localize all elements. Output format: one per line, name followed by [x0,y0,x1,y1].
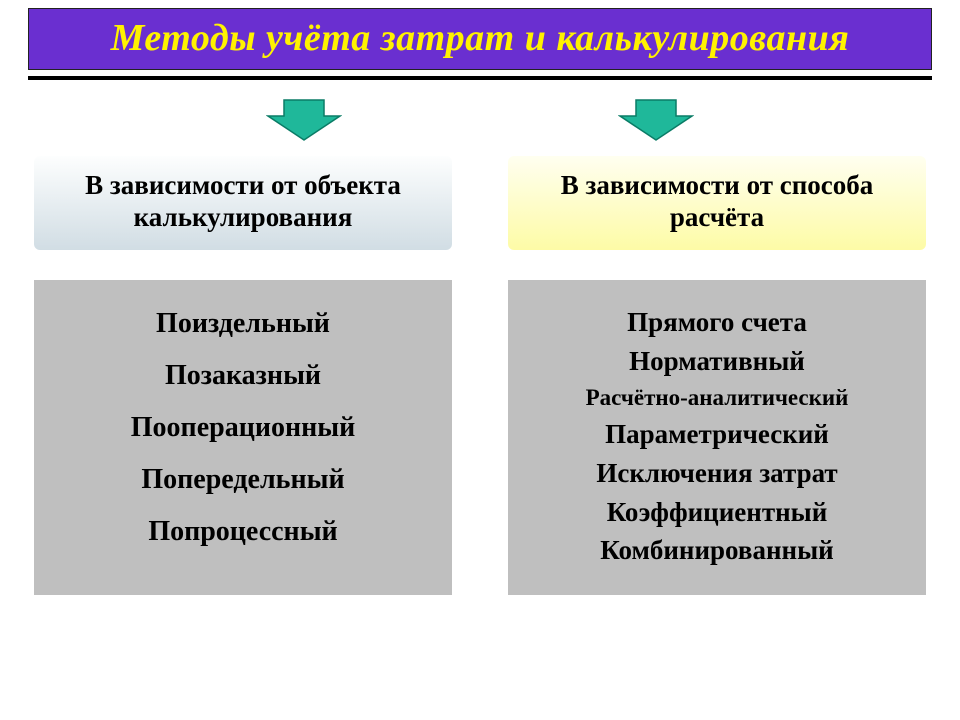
slide: Методы учёта затрат и калькулирования В … [0,0,960,720]
list-item: Прямого счета [516,306,918,339]
list-box-method: Прямого счета Нормативный Расчётно-анали… [508,280,926,596]
title-underline [28,76,932,80]
category-box-object: В зависимости от объекта калькулирования [34,156,452,250]
lists-row: Поиздельный Позаказный Пооперационный По… [28,280,932,596]
list-item: Исключения затрат [516,457,918,490]
list-item: Пооперационный [42,412,444,444]
arrow-down-icon [618,98,694,142]
list-item: Коэффициентный [516,496,918,529]
arrows-row [28,98,932,142]
arrow-down-icon [266,98,342,142]
category-label: В зависимости от объекта калькулирования [44,170,442,234]
list-item: Параметрический [516,418,918,451]
category-label: В зависимости от способа расчёта [518,170,916,234]
list-item: Комбинированный [516,534,918,567]
category-row: В зависимости от объекта калькулирования… [28,156,932,250]
list-item: Расчётно-аналитический [516,384,918,412]
list-item: Поиздельный [42,308,444,340]
list-box-object: Поиздельный Позаказный Пооперационный По… [34,280,452,596]
category-box-method: В зависимости от способа расчёта [508,156,926,250]
list-item: Позаказный [42,360,444,392]
list-item: Нормативный [516,345,918,378]
list-item: Попередельный [42,464,444,496]
title-text: Методы учёта затрат и калькулирования [111,17,850,59]
list-item: Попроцессный [42,516,444,548]
title-bar: Методы учёта затрат и калькулирования [28,8,932,70]
